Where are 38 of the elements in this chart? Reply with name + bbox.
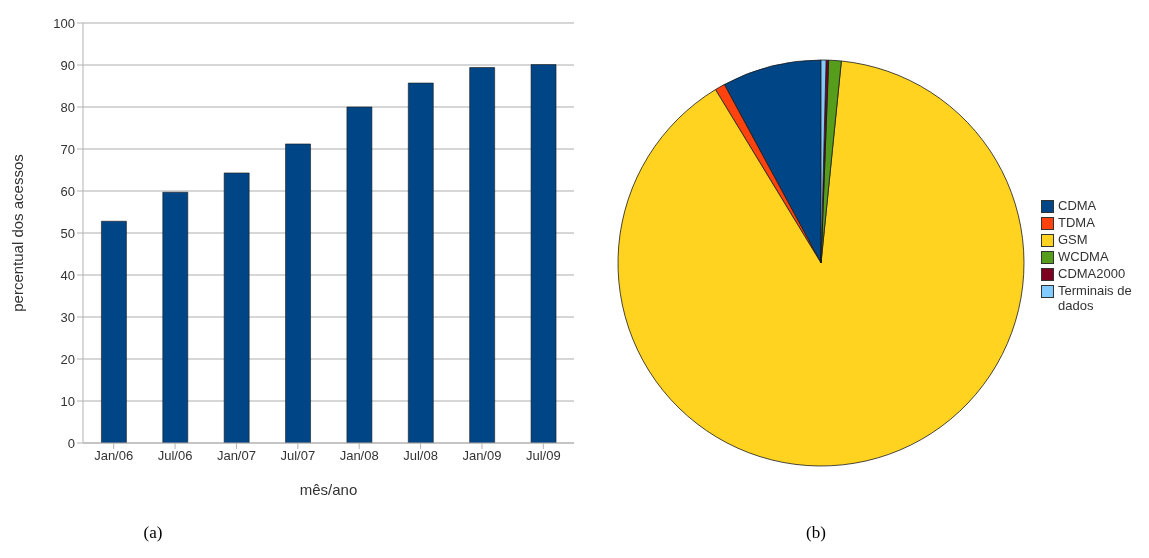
bar <box>530 64 557 443</box>
y-tick-label: 30 <box>60 309 75 325</box>
x-tick-label: Jan/07 <box>216 448 256 464</box>
x-axis-title: mês/ano <box>299 481 358 498</box>
y-tick-label: 80 <box>60 99 75 115</box>
legend-label: GSM <box>1058 232 1088 247</box>
y-tick-label: 40 <box>60 267 75 283</box>
legend-label: Terminais de dados <box>1058 283 1133 313</box>
bar <box>223 172 250 443</box>
x-tick-label: Jan/08 <box>339 448 379 464</box>
x-tick-label: Jul/09 <box>525 448 561 464</box>
legend-label: CDMA <box>1058 198 1097 213</box>
bar <box>285 143 311 443</box>
y-axis-title: percentual dos acessos <box>9 154 27 312</box>
bar <box>346 106 373 443</box>
legend-label: WCDMA <box>1058 249 1109 264</box>
y-tick-label: 50 <box>60 225 75 241</box>
bar <box>407 82 434 443</box>
legend-label: CDMA2000 <box>1058 266 1126 281</box>
x-tick-label: Jul/07 <box>280 448 316 464</box>
y-tick-label: 70 <box>60 141 75 157</box>
y-tick-label: 100 <box>53 15 75 31</box>
y-tick-label: 60 <box>60 183 75 199</box>
text: (a) <box>142 523 164 543</box>
pie-slice <box>617 60 1025 467</box>
legend-label: TDMA <box>1058 215 1095 230</box>
bar <box>101 220 127 443</box>
x-tick-label: Jan/06 <box>94 448 134 464</box>
y-tick-label: 20 <box>60 351 75 367</box>
x-tick-label: Jul/06 <box>157 448 193 464</box>
x-tick-label: Jan/09 <box>462 448 502 464</box>
y-tick-label: 0 <box>67 435 75 451</box>
x-tick-label: Jul/08 <box>403 448 438 464</box>
y-tick-label: 90 <box>60 57 75 73</box>
text: (b) <box>805 523 827 543</box>
bar <box>469 67 495 443</box>
y-tick-label: 10 <box>60 393 75 409</box>
bar <box>162 191 189 443</box>
